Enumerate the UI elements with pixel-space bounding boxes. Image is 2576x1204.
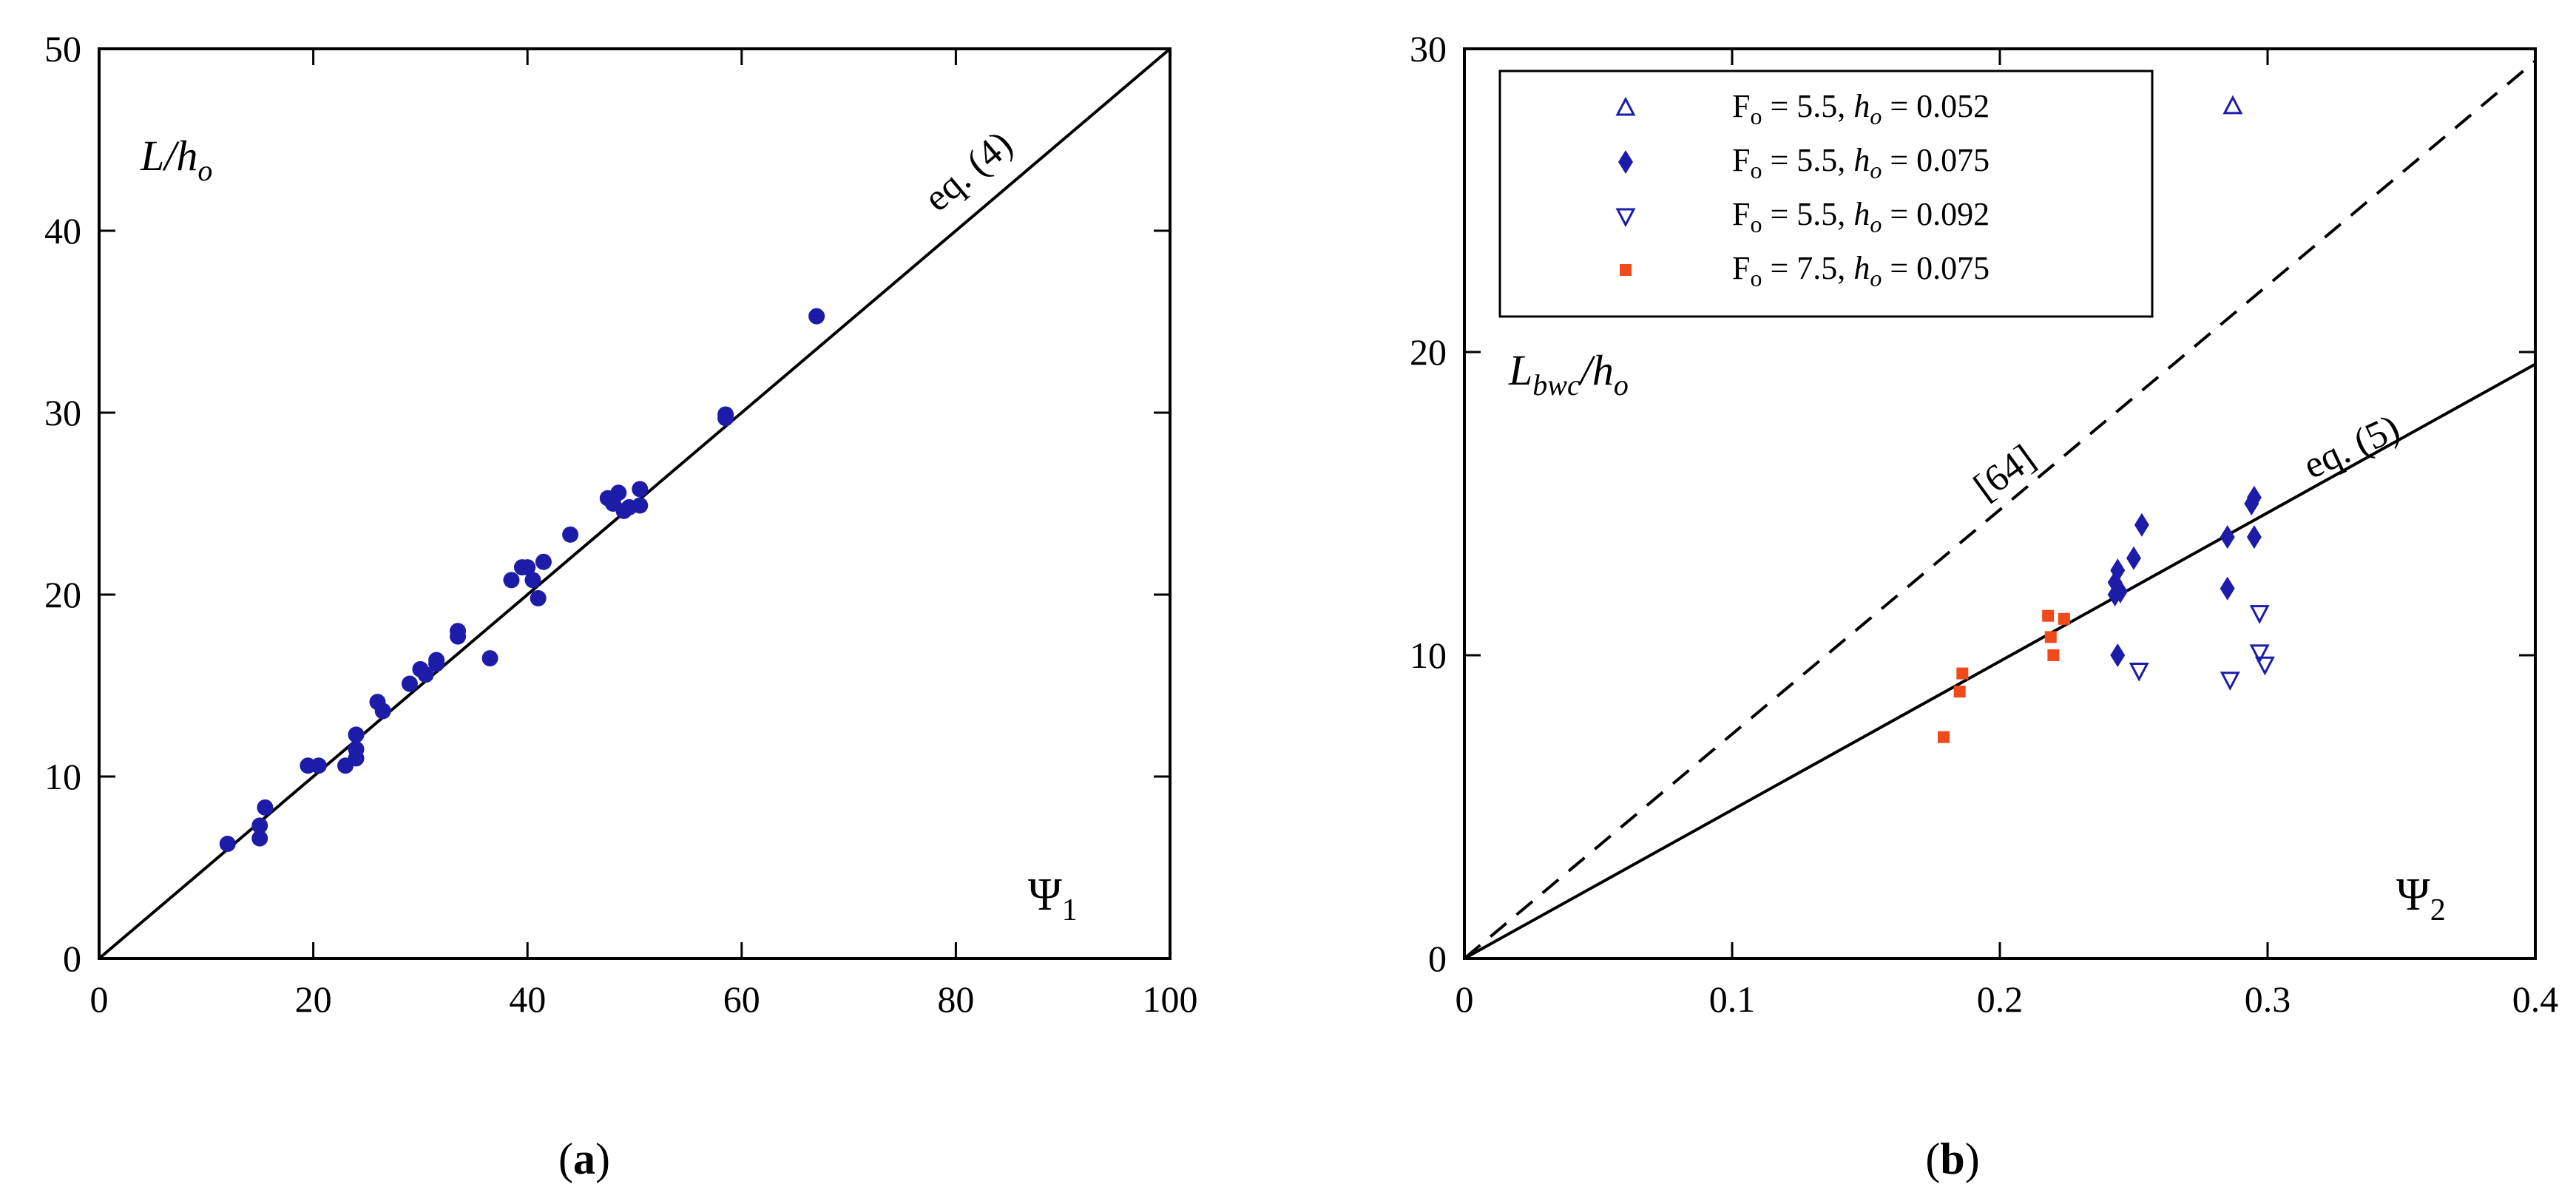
data-point	[530, 589, 547, 606]
data-point	[2246, 525, 2262, 549]
data-point	[1956, 667, 1969, 680]
data-point	[562, 526, 579, 543]
a-y-tick-label: 40	[44, 210, 81, 251]
b-x-tick-label: 0.1	[1709, 978, 1756, 1020]
line-label-a: eq. (4)	[916, 123, 1021, 220]
data-point	[2058, 612, 2070, 625]
eq5-line	[1464, 362, 2536, 960]
legend-marker	[1615, 208, 1636, 228]
data-point	[2249, 644, 2270, 664]
data-point	[2134, 513, 2149, 537]
a-y-tick-label: 0	[63, 938, 81, 979]
data-point	[535, 553, 552, 570]
b-x-tick-label: 0.2	[1977, 978, 2024, 1020]
data-point	[251, 817, 268, 834]
data-point	[2044, 631, 2057, 643]
x-axis-label-b: Ψ2	[2396, 870, 2446, 927]
ticks-b: 0 0.1 0.2 0.3 0.4 0 10 20 30	[1410, 28, 2558, 1020]
b-x-tick-label: 0.3	[2245, 978, 2291, 1020]
data-point	[2220, 576, 2235, 601]
data-point	[632, 497, 649, 514]
data-points-a	[219, 308, 825, 853]
legend-marker	[1620, 264, 1632, 276]
data-point	[219, 836, 236, 853]
a-y-tick-label: 50	[44, 28, 81, 70]
b-y-tick-label: 10	[1410, 635, 1447, 676]
b-x-tick-label: 0	[1456, 978, 1474, 1020]
legend-entry: Fo = 5.5, ho = 0.052	[1732, 88, 1990, 129]
a-y-tick-label: 20	[44, 574, 81, 615]
data-point	[519, 559, 536, 576]
caption-b: (b)	[1925, 1134, 1979, 1183]
y-axis-label-b: Lbwc/ho	[1508, 346, 1629, 402]
ref-lines-b	[1463, 59, 2537, 960]
data-point	[257, 799, 274, 816]
data-point	[808, 308, 825, 325]
data-point	[2112, 579, 2128, 603]
data-point	[251, 830, 268, 847]
data-point	[717, 406, 734, 423]
a-y-tick-label: 10	[44, 756, 81, 797]
data-point	[632, 481, 649, 498]
data-point	[2222, 95, 2243, 115]
legend-entry: Fo = 5.5, ho = 0.092	[1732, 196, 1990, 237]
data-point	[2110, 558, 2126, 583]
caption-a: (a)	[558, 1134, 610, 1183]
data-point	[2110, 643, 2126, 667]
x-axis-label-a: Ψ1	[1028, 870, 1078, 927]
plot-frame-a	[98, 47, 1172, 960]
b-y-tick-label: 0	[1428, 938, 1447, 979]
data-point	[2249, 605, 2270, 624]
a-x-tick-label: 80	[937, 978, 974, 1020]
legend-entry: Fo = 7.5, ho = 0.075	[1732, 250, 1990, 291]
b-y-tick-label: 30	[1410, 28, 1447, 70]
a-y-tick-label: 30	[44, 392, 81, 433]
data-point	[417, 666, 434, 683]
a-x-tick-label: 40	[509, 978, 546, 1020]
a-x-tick-label: 60	[723, 978, 760, 1020]
data-points-b	[1937, 95, 2275, 743]
data-point	[2129, 663, 2149, 682]
legend-box	[1498, 70, 2154, 318]
data-point	[2047, 649, 2060, 661]
b-x-tick-label: 0.4	[2512, 978, 2559, 1020]
data-point	[2254, 656, 2275, 676]
data-point	[348, 741, 365, 758]
data-point	[503, 572, 520, 589]
data-point	[2126, 546, 2141, 570]
data-point	[310, 757, 327, 774]
data-point	[610, 484, 627, 501]
ticks-a: 0 20 40 60 80 100 0 10 20 30 40 50	[44, 28, 1198, 1020]
data-point	[1953, 686, 1966, 698]
data-point	[524, 572, 541, 589]
data-point	[1937, 731, 1950, 743]
data-point	[2246, 485, 2262, 510]
a-x-tick-label: 0	[90, 978, 109, 1020]
line-label-eq5: eq. (5)	[2297, 407, 2406, 487]
legend-entry: Fo = 5.5, ho = 0.075	[1732, 142, 1990, 183]
b-y-tick-label: 20	[1410, 331, 1447, 373]
data-point	[401, 675, 418, 692]
legend-marker	[1618, 150, 1633, 174]
data-point	[481, 650, 498, 667]
data-point	[450, 623, 467, 640]
data-point	[348, 726, 365, 743]
data-point	[2042, 609, 2055, 622]
a-x-tick-label: 100	[1143, 978, 1198, 1020]
legend-marker	[1615, 96, 1636, 116]
a-x-tick-label: 20	[295, 978, 332, 1020]
data-point	[428, 652, 445, 669]
line-label-ref64: [64]	[1967, 437, 2043, 509]
data-point	[374, 703, 391, 720]
y-axis-label-a: L/ho	[140, 132, 212, 187]
ref64-dashed-line	[1463, 59, 2537, 960]
legend: Fo = 5.5, ho = 0.052 Fo = 5.5, ho = 0.075…	[1498, 70, 2154, 318]
data-point	[2220, 525, 2235, 549]
data-point	[2220, 672, 2240, 691]
